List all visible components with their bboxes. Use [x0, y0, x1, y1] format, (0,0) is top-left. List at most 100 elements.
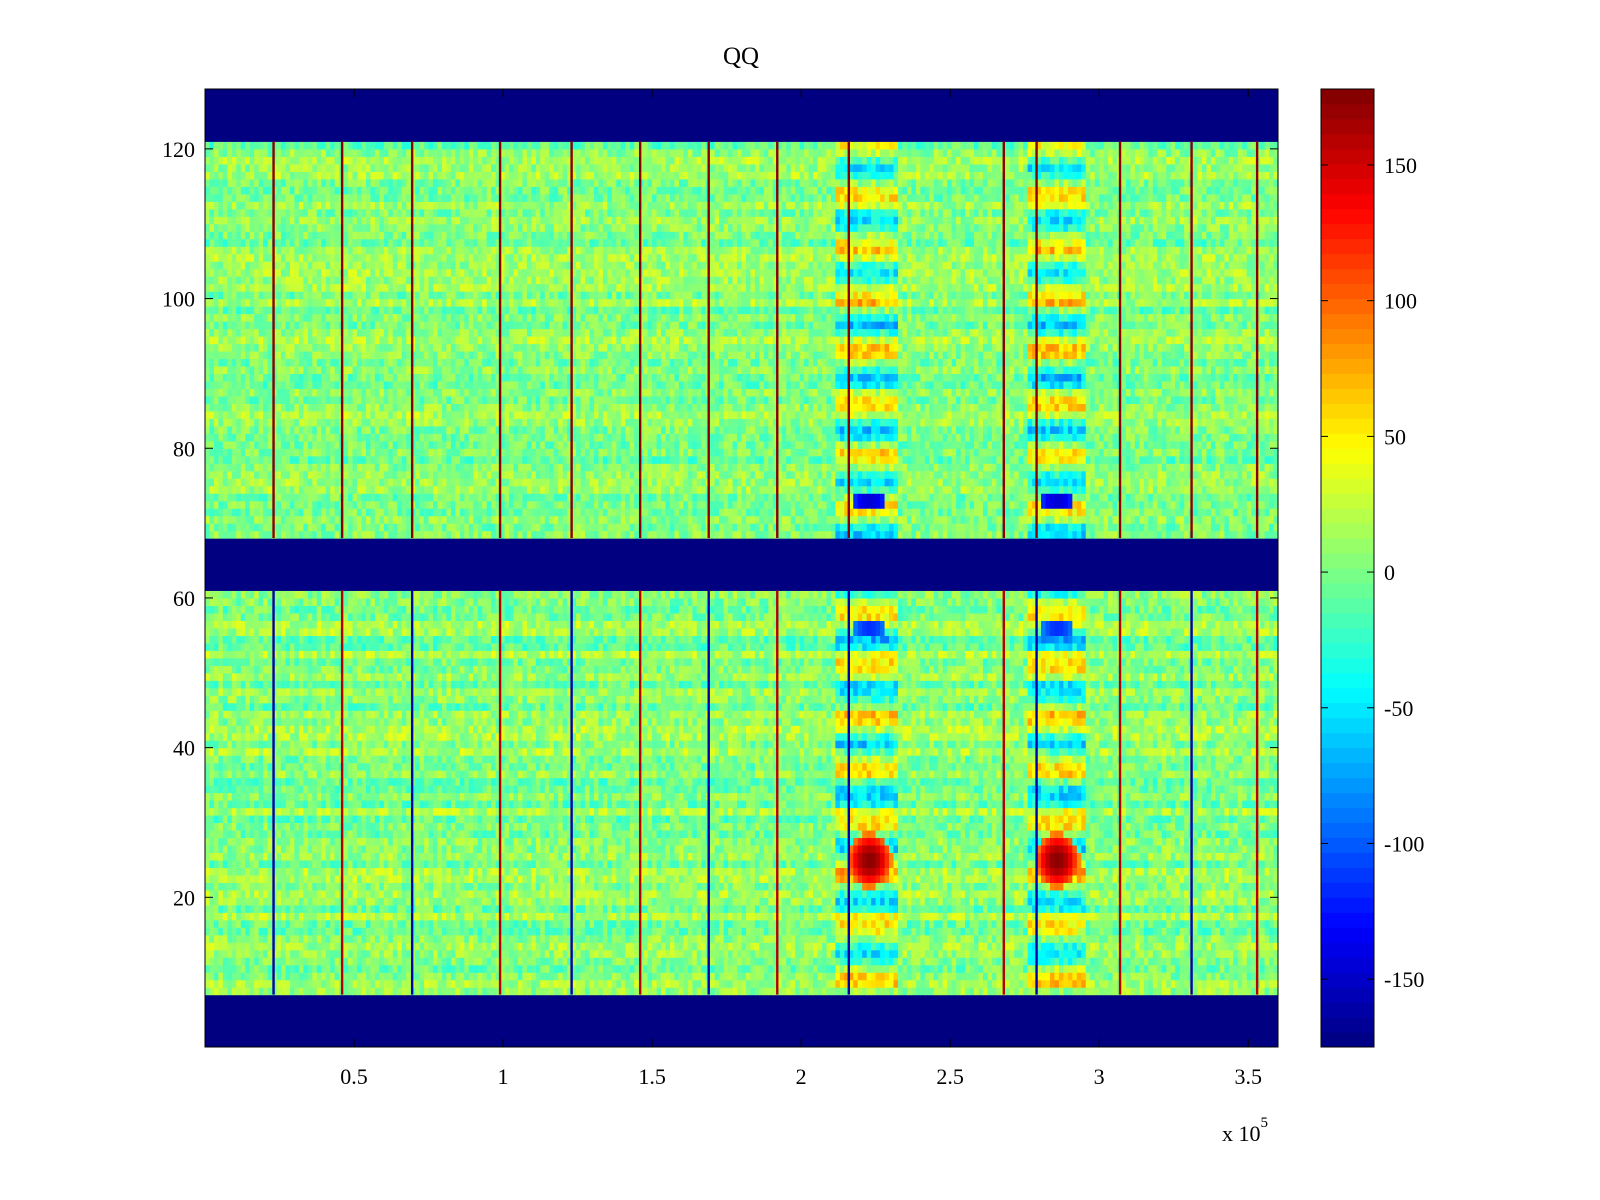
heatmap-cell [1193, 882, 1199, 891]
heatmap-cell [987, 942, 993, 951]
heatmap-cell [450, 957, 456, 966]
heatmap-cell [374, 927, 380, 936]
heatmap-cell [889, 919, 895, 928]
heatmap-cell [737, 964, 743, 973]
heatmap-cell [987, 897, 993, 906]
heatmap-cell [790, 972, 796, 981]
heatmap-cell [813, 837, 819, 846]
heatmap-cell [236, 859, 242, 868]
heatmap-cell [535, 859, 541, 868]
heatmap-cell [1121, 934, 1127, 943]
heatmap-cell [580, 972, 586, 981]
heatmap-cell [209, 852, 215, 861]
heatmap-cell [567, 904, 573, 913]
heatmap-cell [620, 934, 626, 943]
heatmap-cell [920, 949, 926, 958]
heatmap-cell [826, 912, 832, 921]
heatmap-cell [1045, 904, 1051, 913]
heatmap-cell [969, 837, 975, 846]
heatmap-cell [593, 859, 600, 868]
heatmap-cell [1108, 957, 1114, 966]
heatmap-cell [1197, 874, 1203, 883]
heatmap-cell [611, 912, 617, 921]
heatmap-cell [531, 912, 537, 921]
heatmap-cell [951, 852, 957, 861]
heatmap-cell [249, 942, 255, 951]
heatmap-cell [495, 949, 501, 958]
heatmap-cell [634, 949, 640, 958]
heatmap-cell [875, 897, 881, 906]
heatmap-cell [1125, 919, 1132, 928]
heatmap-cell [383, 897, 389, 906]
heatmap-cell [285, 987, 291, 996]
heatmap-cell [379, 927, 385, 936]
heatmap-cell [1260, 897, 1266, 906]
heatmap-cell [401, 957, 407, 966]
heatmap-cell [500, 942, 506, 951]
heatmap-cell [1206, 972, 1212, 981]
heatmap-cell [741, 987, 747, 996]
heatmap-cell [576, 882, 582, 891]
heatmap-cell [728, 837, 734, 846]
heatmap-cell [625, 904, 631, 913]
heatmap-cell [303, 972, 309, 981]
heatmap-cell [1148, 897, 1154, 906]
heatmap-cell [258, 964, 264, 973]
heatmap-cell [1099, 874, 1105, 883]
heatmap-cell [1023, 904, 1029, 913]
heatmap-cell [611, 874, 617, 883]
heatmap-cell [696, 912, 702, 921]
heatmap-cell [593, 964, 600, 973]
heatmap-cell [348, 957, 354, 966]
heatmap-cell [406, 934, 412, 943]
heatmap-cell [893, 934, 899, 943]
heatmap-cell [772, 867, 778, 876]
heatmap-cell [701, 919, 707, 928]
heatmap-cell [254, 964, 260, 973]
heatmap-cell [616, 904, 622, 913]
heatmap-cell [933, 867, 939, 876]
heatmap-cell [1081, 934, 1087, 943]
heatmap-cell [1184, 904, 1190, 913]
heatmap-cell [450, 844, 456, 854]
heatmap-cell [817, 934, 823, 943]
heatmap-cell [710, 867, 716, 876]
heatmap-cell [1085, 852, 1091, 861]
heatmap-cell [1175, 904, 1181, 913]
heatmap-cell [1130, 904, 1136, 913]
heatmap-cell [531, 972, 537, 981]
heatmap-cell [477, 874, 483, 883]
heatmap-cell [213, 942, 220, 951]
heatmap-cell [1094, 882, 1100, 891]
heatmap-cell [1193, 957, 1199, 966]
heatmap-cell [790, 889, 796, 898]
heatmap-cell [424, 882, 430, 891]
heatmap-cell [325, 852, 331, 861]
heatmap-cell [1143, 934, 1149, 943]
heatmap-cell [1067, 859, 1073, 868]
heatmap-cell [1233, 957, 1239, 966]
heatmap-cell [370, 964, 376, 973]
heatmap-cell [687, 859, 693, 868]
heatmap-cell [683, 979, 689, 988]
heatmap-cell [956, 874, 962, 883]
heatmap-cell [433, 972, 439, 981]
heatmap-cell [593, 852, 600, 861]
heatmap-cell [821, 949, 828, 958]
heatmap-cell [428, 987, 434, 996]
heatmap-cell [316, 919, 322, 928]
heatmap-cell [741, 852, 747, 861]
heatmap-cell [696, 957, 702, 966]
heatmap-cell [661, 844, 667, 854]
heatmap-cell [1260, 904, 1266, 913]
heatmap-cell [897, 919, 904, 928]
heatmap-cell [1175, 897, 1181, 906]
heatmap-cell [951, 942, 957, 951]
heatmap-cell [857, 942, 863, 951]
heatmap-cell [446, 859, 452, 868]
heatmap-cell [1090, 987, 1096, 996]
heatmap-cell [620, 957, 626, 966]
heatmap-cell [593, 837, 600, 846]
heatmap-cell [1085, 972, 1091, 981]
heatmap-cell [741, 972, 747, 981]
